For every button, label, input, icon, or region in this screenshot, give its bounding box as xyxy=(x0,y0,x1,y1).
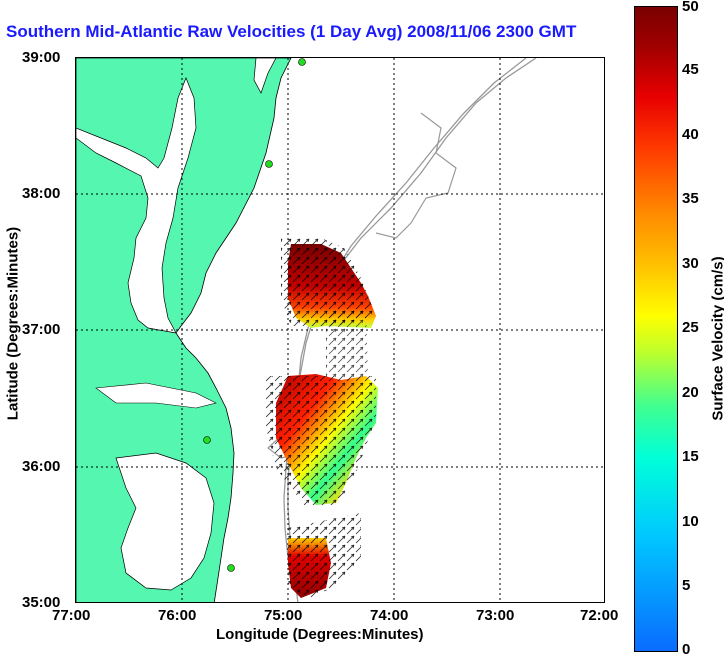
station-marker xyxy=(298,58,306,66)
colorbar-tick: 15 xyxy=(682,448,699,465)
chesapeake-bay xyxy=(76,77,197,334)
map-plot-area xyxy=(75,57,605,603)
map-title: Southern Mid-Atlantic Raw Velocities (1 … xyxy=(6,22,577,41)
velocity-patch-north xyxy=(281,238,376,328)
colorbar-tick: 20 xyxy=(682,384,699,401)
x-tick-label: 73:00 xyxy=(476,607,515,624)
colorbar xyxy=(634,6,678,652)
colorbar-tick: 50 xyxy=(682,0,699,15)
colorbar-tick: 10 xyxy=(682,513,699,530)
velocity-patch-south xyxy=(288,513,361,598)
delaware-bay xyxy=(253,58,277,94)
y-tick-label: 35:00 xyxy=(22,594,61,611)
station-marker xyxy=(227,564,235,572)
map-canvas xyxy=(76,58,604,602)
colorbar-tick: 25 xyxy=(682,319,699,336)
bathymetry-contour xyxy=(375,112,457,239)
x-tick-label: 72:00 xyxy=(580,607,619,624)
y-tick-label: 39:00 xyxy=(22,49,61,66)
colorbar-tick: 30 xyxy=(682,255,699,272)
colorbar-tick: 5 xyxy=(682,577,691,594)
velocity-patch-middle xyxy=(266,308,378,505)
x-tick-label: 75:00 xyxy=(264,607,303,624)
colorbar-tick: 0 xyxy=(682,641,691,658)
colorbar-tick: 35 xyxy=(682,190,699,207)
station-marker xyxy=(265,160,273,168)
x-tick-label: 74:00 xyxy=(370,607,409,624)
colorbar-tick: 45 xyxy=(682,61,699,78)
hf-radar-stations xyxy=(203,58,306,572)
y-tick-label: 37:00 xyxy=(22,321,61,338)
y-tick-label: 36:00 xyxy=(22,458,61,475)
x-tick-label: 77:00 xyxy=(52,607,91,624)
y-axis-label: Latitude (Degrees:Minutes) xyxy=(4,226,22,421)
x-tick-label: 76:00 xyxy=(158,607,197,624)
colorbar-label: Surface Velocity (cm/s) xyxy=(709,256,724,421)
pamlico-sound xyxy=(115,452,215,591)
y-tick-label: 38:00 xyxy=(22,185,61,202)
colorbar-tick: 40 xyxy=(682,126,699,143)
station-marker xyxy=(203,436,211,444)
x-axis-label: Longitude (Degrees:Minutes) xyxy=(216,626,424,643)
albemarle-sound xyxy=(95,382,217,409)
